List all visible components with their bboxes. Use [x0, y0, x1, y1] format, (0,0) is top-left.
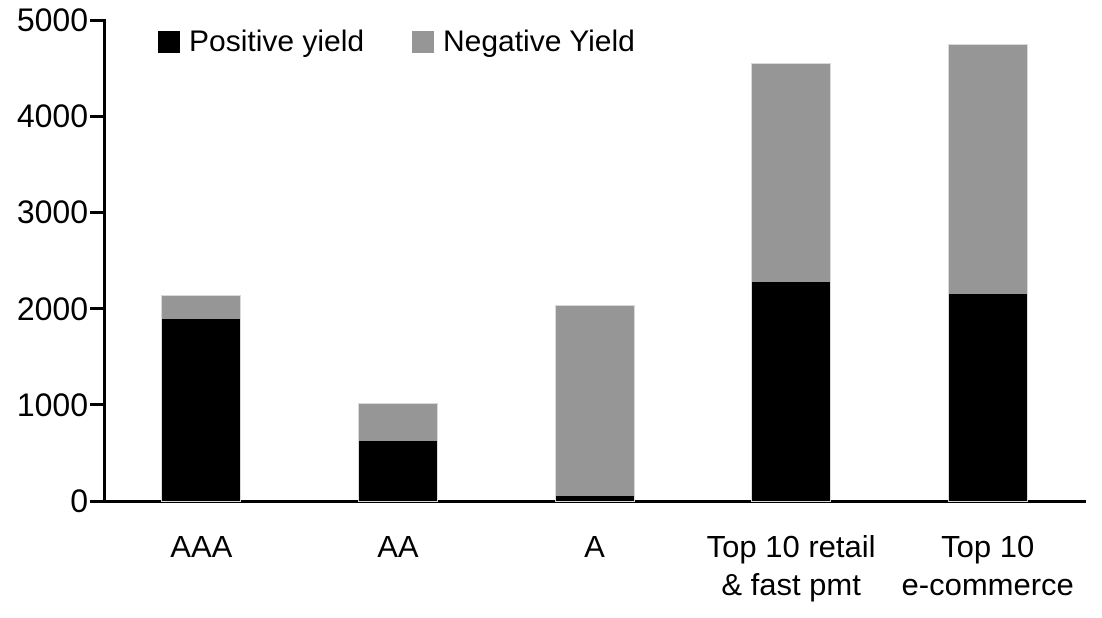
bar-segment-negative	[358, 403, 437, 442]
y-tick-label: 1000	[16, 386, 88, 423]
x-category-label: A	[584, 529, 605, 564]
legend-swatch-negative-icon	[412, 31, 434, 53]
y-tick-label: 2000	[16, 290, 88, 327]
bar-segment-positive	[948, 294, 1027, 501]
bar-group	[357, 402, 438, 502]
bar-segment-positive	[555, 496, 634, 501]
bar-segment-negative	[948, 45, 1027, 295]
x-axis-line	[103, 500, 1086, 503]
x-category-label: AA	[377, 529, 419, 564]
bar-segment-negative	[555, 305, 634, 497]
bar-group	[947, 44, 1028, 502]
x-category-label: Top 10 e-commerce	[901, 529, 1074, 602]
legend-item-negative: Negative Yield	[412, 24, 635, 60]
y-tick-label: 5000	[16, 2, 88, 38]
bar-group	[554, 304, 635, 502]
y-tick-mark	[90, 307, 104, 311]
y-tick-mark	[90, 18, 104, 22]
bar-segment-positive	[358, 441, 437, 501]
legend-item-positive: Positive yield	[158, 24, 364, 60]
legend-swatch-positive-icon	[158, 31, 180, 53]
legend-label-negative: Negative Yield	[443, 25, 635, 58]
y-tick-mark	[90, 114, 104, 118]
bar-segment-positive	[162, 319, 241, 501]
y-tick-mark	[90, 403, 104, 407]
y-tick-mark	[90, 210, 104, 214]
y-tick-label: 4000	[16, 98, 88, 135]
y-axis-line	[103, 19, 106, 503]
x-category-label: Top 10 retail & fast pmt	[706, 529, 876, 602]
y-tick-mark	[90, 499, 104, 503]
x-category-label: AAA	[170, 529, 233, 564]
bar-segment-negative	[162, 296, 241, 320]
bar-segment-negative	[752, 64, 831, 282]
bar-segment-positive	[752, 281, 831, 501]
legend: Positive yield Negative Yield	[0, 24, 1102, 60]
bar-group	[161, 295, 242, 502]
bar-group	[751, 63, 832, 502]
y-tick-label: 0	[70, 483, 88, 519]
legend-label-positive: Positive yield	[189, 25, 365, 58]
y-tick-label: 3000	[16, 194, 88, 231]
